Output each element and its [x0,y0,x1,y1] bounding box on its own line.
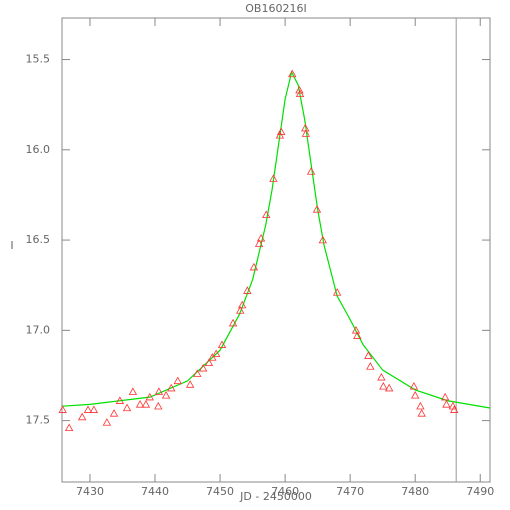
data-point [440,392,450,401]
data-point [122,403,132,412]
data-point [417,409,426,417]
data-point [211,349,221,358]
data-point [366,362,375,370]
data-point [167,383,176,392]
data-point [277,127,286,135]
data-point [64,423,74,432]
data-point [254,239,264,247]
data-point [351,326,361,334]
data-point [145,392,154,401]
data-point [377,372,386,381]
data-point [204,358,214,367]
chart-title: OB160216I [245,2,306,15]
data-point [135,400,145,408]
data-point [154,401,163,410]
data-point [364,351,373,359]
data-point [173,376,182,385]
data-point [262,210,271,218]
data-point [450,405,459,413]
data-point [306,167,316,175]
x-tick-label: 7460 [271,485,299,498]
data-point [236,306,245,314]
plot-frame [61,17,491,483]
data-point [237,300,247,309]
data-point [58,405,67,413]
data-point [185,380,195,388]
data-point [243,286,252,294]
data-point [332,288,342,296]
data-point [295,89,305,98]
data-point [416,401,425,410]
data-point [109,409,119,417]
data-point [269,174,278,182]
x-axis-label: JD - 2450000 [239,490,312,503]
x-tick-label: 7430 [76,485,104,498]
data-point [301,129,311,137]
data-point [384,383,394,392]
y-axis-label: I [10,239,13,252]
data-point [89,405,99,413]
data-point [353,331,362,339]
data-point [256,233,266,242]
data-point [161,391,171,399]
data-point [249,262,259,271]
data-point [83,405,93,413]
x-tick-label: 7470 [336,485,364,498]
y-tick-label: 17.5 [26,414,51,427]
data-point [193,369,202,377]
data-point [198,363,208,372]
data-point [288,69,297,78]
x-tick-label: 7480 [401,485,429,498]
data-point [295,85,304,94]
data-point [128,387,138,395]
data-point [208,353,217,361]
x-tick-label: 7440 [141,485,169,498]
data-point [115,396,125,404]
data-point [442,400,451,408]
data-point [228,318,238,327]
data-point [409,381,419,390]
y-tick-label: 17.0 [26,323,51,336]
y-tick-label: 16.0 [26,143,51,156]
data-point [318,235,328,244]
data-point [102,418,112,426]
data-point [217,340,227,348]
y-tick-label: 16.5 [26,233,51,246]
x-tick-label: 7490 [466,485,494,498]
x-tick-label: 7450 [206,485,234,498]
data-point [154,387,164,395]
data-point [275,131,285,139]
data-point [379,381,388,390]
y-tick-label: 15.5 [26,53,51,66]
data-point [141,400,151,408]
fit-curve [61,70,491,409]
data-point [312,205,322,213]
data-point [411,391,420,399]
data-point [77,412,87,421]
